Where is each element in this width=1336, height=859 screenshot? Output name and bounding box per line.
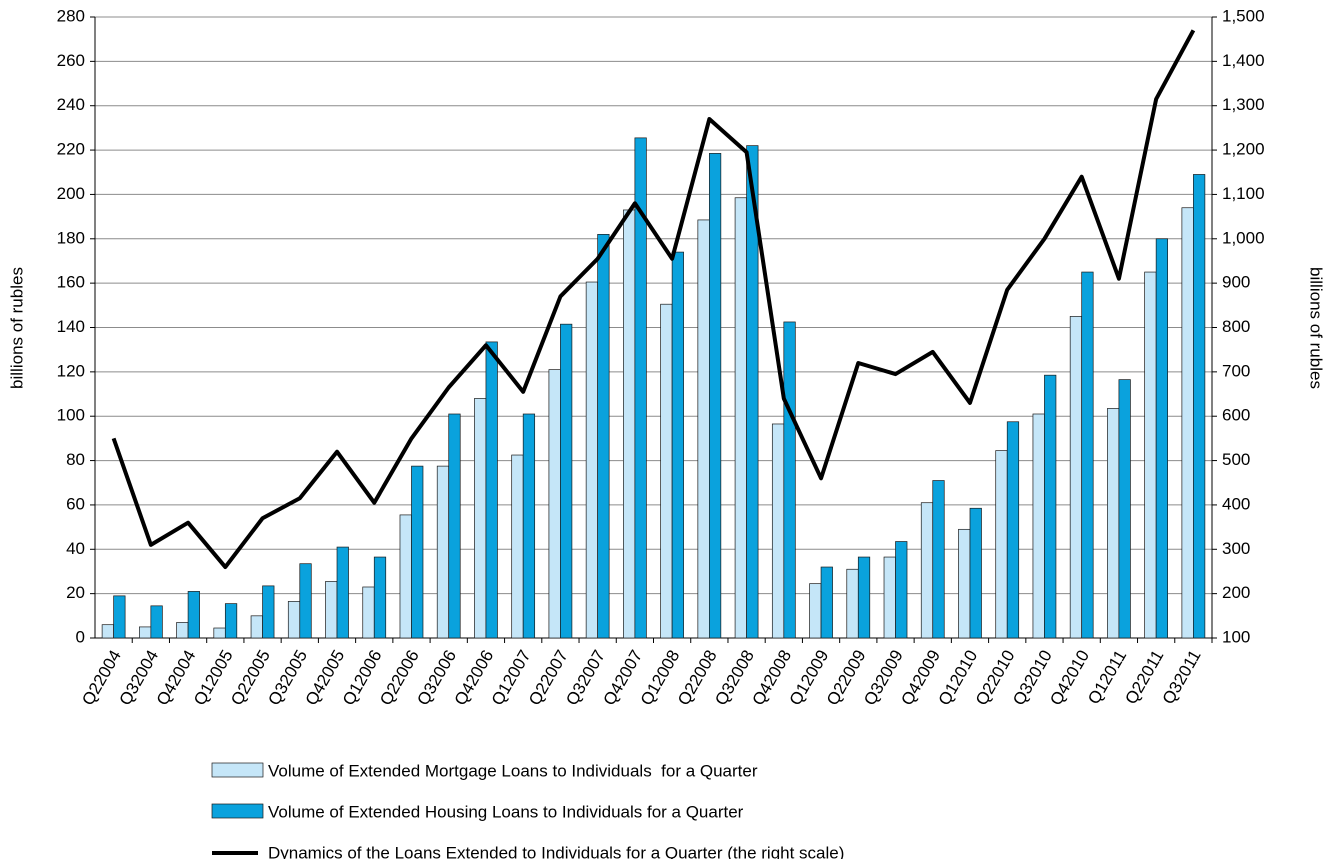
y-tick-label: 180 — [57, 228, 85, 247]
bar — [1081, 271, 1094, 639]
bar — [958, 528, 971, 639]
y-tick-label: 220 — [57, 140, 85, 159]
legend-label: Volume of Extended Mortgage Loans to Ind… — [268, 761, 758, 780]
y-tick-label: 80 — [66, 450, 85, 469]
bar — [634, 137, 647, 639]
bar — [820, 566, 833, 639]
bar — [846, 568, 859, 639]
bar — [623, 209, 636, 639]
line — [111, 29, 1196, 570]
bar — [485, 341, 498, 639]
legend-label: Dynamics of the Loans Extended to Indivi… — [268, 843, 844, 859]
y-tick-label: 0 — [76, 627, 85, 646]
y2-tick-label: 300 — [1222, 539, 1250, 558]
bar — [920, 502, 934, 639]
bar — [522, 413, 536, 639]
bar — [213, 627, 226, 639]
bar — [1032, 413, 1045, 639]
bar — [176, 622, 189, 639]
bar — [411, 465, 424, 639]
bar — [585, 281, 599, 639]
bar — [150, 605, 163, 639]
y-tick-label: 140 — [57, 317, 85, 336]
y-tick-label: 200 — [57, 184, 85, 203]
bar — [113, 595, 126, 639]
bar — [969, 507, 982, 639]
y2-tick-label: 600 — [1222, 406, 1250, 425]
y-tick-label: 60 — [66, 494, 85, 513]
bar — [734, 197, 747, 639]
legend-swatch — [211, 803, 264, 819]
bar — [708, 153, 722, 639]
bar — [224, 603, 238, 639]
y2-tick-label: 1,400 — [1222, 51, 1265, 70]
y2-tick-label: 200 — [1222, 583, 1250, 602]
bar — [548, 369, 561, 639]
bar — [995, 450, 1008, 639]
legend-label: Volume of Extended Housing Loans to Indi… — [268, 802, 744, 821]
bar — [511, 454, 524, 639]
y2-axis-label: billions of rubles — [1307, 267, 1326, 389]
bar — [771, 423, 785, 639]
y2-tick-label: 1,200 — [1222, 140, 1265, 159]
bar — [883, 556, 896, 639]
bar — [362, 586, 375, 639]
y-axis-label: billions of rubles — [7, 267, 26, 389]
y-tick-label: 100 — [57, 406, 85, 425]
bar — [1155, 238, 1169, 639]
bar — [448, 413, 461, 639]
bar — [1118, 379, 1131, 639]
bar — [373, 556, 387, 639]
bar — [560, 323, 573, 639]
bar — [1193, 174, 1206, 639]
y2-tick-label: 900 — [1222, 273, 1250, 292]
y2-tick-label: 1,100 — [1222, 184, 1265, 203]
bar — [697, 219, 710, 639]
y-tick-label: 120 — [57, 361, 85, 380]
bar — [1107, 408, 1120, 639]
y2-tick-label: 1,300 — [1222, 95, 1265, 114]
bar — [1181, 207, 1194, 639]
bar — [597, 234, 610, 639]
bar — [1006, 421, 1020, 639]
y2-tick-label: 400 — [1222, 494, 1250, 513]
y2-tick-label: 700 — [1222, 361, 1250, 380]
bar — [299, 563, 312, 639]
bar — [895, 541, 908, 639]
bar — [671, 251, 684, 639]
bar — [746, 145, 759, 639]
bar — [436, 465, 450, 639]
bar — [139, 626, 152, 639]
bar — [325, 581, 338, 639]
bar — [399, 514, 412, 639]
bar — [660, 303, 673, 639]
y-tick-label: 260 — [57, 51, 85, 70]
y-tick-label: 160 — [57, 273, 85, 292]
bar — [287, 601, 301, 639]
y-tick-label: 20 — [66, 583, 85, 602]
bar — [1069, 316, 1083, 639]
y2-tick-label: 800 — [1222, 317, 1250, 336]
bar — [336, 546, 349, 639]
bar — [187, 591, 200, 639]
bar — [101, 624, 114, 639]
bar — [262, 585, 275, 639]
bar — [1044, 374, 1057, 639]
y2-tick-label: 100 — [1222, 627, 1250, 646]
bar — [1144, 271, 1157, 639]
bar — [857, 556, 871, 639]
y-tick-label: 240 — [57, 95, 85, 114]
bar — [932, 480, 945, 639]
y-tick-label: 280 — [57, 6, 85, 25]
bar — [809, 583, 822, 639]
y2-tick-label: 500 — [1222, 450, 1250, 469]
y-tick-label: 40 — [66, 539, 85, 558]
bar — [474, 398, 487, 639]
legend-swatch — [211, 762, 264, 778]
y2-tick-label: 1,500 — [1222, 6, 1265, 25]
y2-tick-label: 1,000 — [1222, 228, 1265, 247]
bar — [250, 615, 263, 639]
bar — [783, 321, 796, 639]
